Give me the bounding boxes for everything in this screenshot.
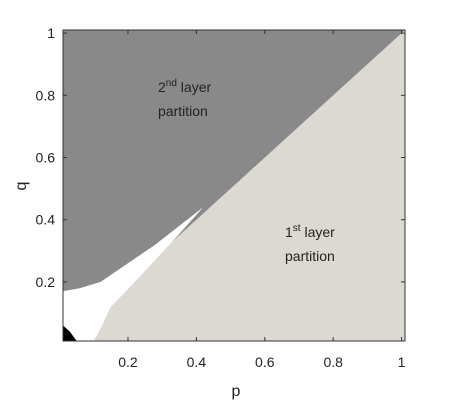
y-tick-label: 0.2 bbox=[36, 274, 56, 290]
annotation-text: layer bbox=[177, 79, 212, 95]
annotation-line2: partition bbox=[285, 248, 335, 264]
annotation-suffix: nd bbox=[166, 78, 177, 89]
annotation-number: 2 bbox=[158, 79, 166, 95]
annotation-line2: partition bbox=[158, 103, 208, 119]
y-tick-label: 1 bbox=[47, 25, 55, 41]
x-tick-label: 1 bbox=[398, 354, 406, 370]
y-tick-label: 0.6 bbox=[36, 150, 56, 166]
annotation-number: 1 bbox=[285, 224, 293, 240]
region bbox=[63, 207, 204, 341]
y-axis-label: q bbox=[13, 182, 30, 191]
annotation: 1st layer bbox=[285, 223, 335, 240]
annotation-text: layer bbox=[301, 224, 336, 240]
x-tick-label: 0.8 bbox=[323, 354, 343, 370]
y-tick-label: 0.8 bbox=[36, 87, 56, 103]
x-axis-label: p bbox=[232, 383, 241, 400]
y-tick-label: 0.4 bbox=[36, 212, 56, 228]
x-tick-label: 0.6 bbox=[255, 354, 275, 370]
plot-frame bbox=[62, 29, 406, 342]
x-tick-label: 0.4 bbox=[187, 354, 207, 370]
annotation-suffix: st bbox=[293, 223, 301, 234]
annotation: 2nd layer bbox=[158, 78, 211, 95]
region bbox=[63, 325, 77, 341]
x-tick-label: 0.2 bbox=[118, 354, 138, 370]
